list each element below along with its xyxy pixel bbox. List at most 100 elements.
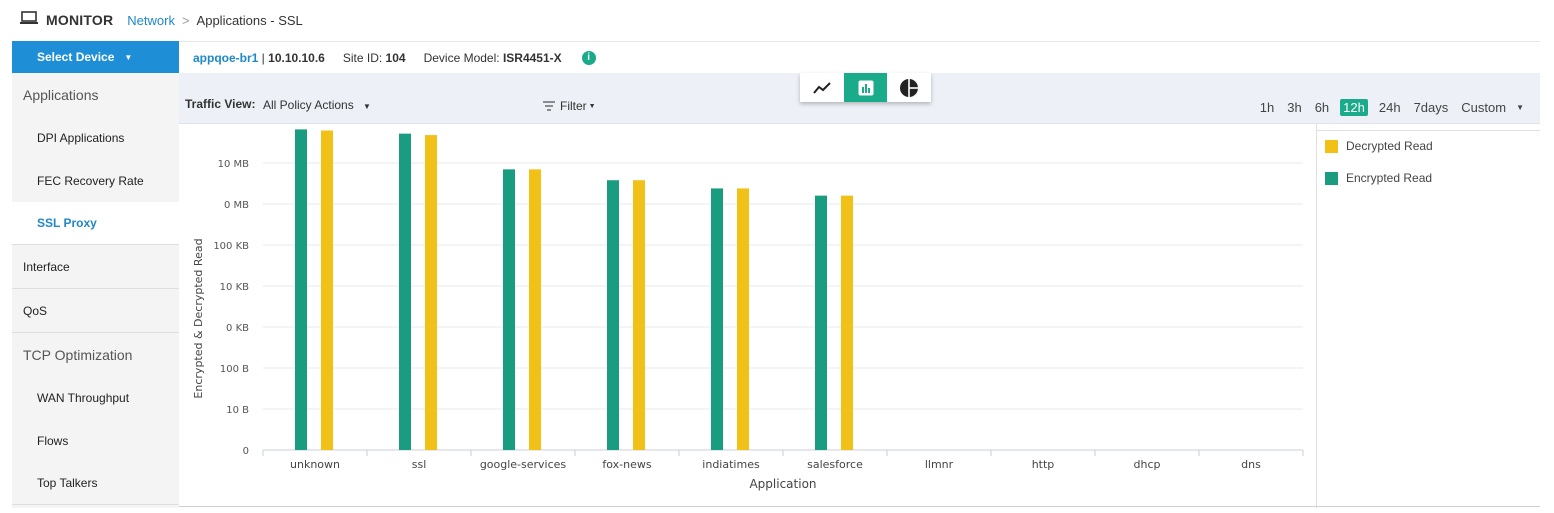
caret-down-icon: ▼	[124, 52, 133, 62]
bar-decrypted-read	[529, 169, 541, 450]
monitor-title: MONITOR	[46, 12, 114, 28]
bar-decrypted-read	[841, 195, 853, 450]
legend-swatch	[1325, 139, 1338, 153]
x-tick-label: salesforce	[807, 458, 863, 471]
time-option-custom[interactable]: Custom	[1461, 100, 1507, 115]
device-separator: |	[258, 50, 269, 65]
sidebar-item-label: DPI Applications	[37, 130, 125, 145]
traffic-view-dropdown[interactable]: All Policy Actions ▼	[263, 98, 371, 112]
filter-label: Filter	[560, 99, 587, 113]
filter-button[interactable]: Filter ▼	[543, 99, 596, 113]
bar-chart-view-button[interactable]	[843, 73, 888, 102]
top-bar: MONITOR Network > Applications - SSL	[0, 0, 1554, 40]
legend-label: Decrypted Read	[1346, 139, 1433, 153]
sidebar-item-ssl-proxy[interactable]: SSL Proxy	[12, 202, 179, 245]
pie-chart-view-button[interactable]	[887, 73, 931, 102]
time-option-1h[interactable]: 1h	[1259, 100, 1275, 115]
sidebar-item-label: TCP Optimization	[23, 346, 133, 363]
legend-divider	[1317, 130, 1540, 131]
bar-encrypted-read	[711, 188, 723, 450]
x-tick-label: fox-news	[602, 458, 651, 471]
sidebar-item-label: Applications	[23, 86, 99, 103]
y-tick-label: 10 MB	[218, 159, 250, 170]
bar-decrypted-read	[425, 135, 437, 451]
bar-chart-icon	[858, 80, 873, 95]
sidebar-item-label: FEC Recovery Rate	[37, 173, 144, 188]
sidebar: Select Device ▼ Applications DPI Applicat…	[12, 41, 179, 508]
select-device-label: Select Device	[37, 50, 115, 64]
bar-decrypted-read	[321, 130, 333, 450]
bar-encrypted-read	[815, 195, 827, 450]
y-tick-label: 100 KB	[213, 241, 249, 252]
y-tick-label: 0 MB	[224, 200, 249, 211]
line-chart-icon	[813, 81, 831, 94]
bar-chart: 0 10 B 100 B 0 KB 10 KB 100 KB 0 MB 10 MB Encryp…	[192, 129, 1304, 491]
device-hostname[interactable]: appqoe-br1	[193, 50, 259, 65]
traffic-view-label: Traffic View:	[185, 97, 256, 111]
x-tick-label: ssl	[412, 458, 427, 471]
x-tick-label: unknown	[290, 458, 340, 471]
y-tick-label: 100 B	[220, 364, 249, 375]
device-info-bar: appqoe-br1 | 10.10.10.6 Site ID: 104 Dev…	[179, 41, 1540, 73]
traffic-control-bar: Traffic View: All Policy Actions ▼ Filte…	[179, 73, 1540, 124]
sidebar-item-label: WAN Throughput	[37, 390, 130, 405]
time-option-24h[interactable]: 24h	[1378, 100, 1401, 115]
breadcrumb-network-link[interactable]: Network	[127, 12, 175, 28]
caret-down-icon: ▼	[1516, 103, 1524, 112]
sidebar-item-top-talkers[interactable]: Top Talkers	[12, 462, 179, 505]
monitor-icon	[20, 11, 38, 24]
time-range-options: 1h 3h 6h 12h 24h 7days Custom ▼	[1249, 99, 1526, 116]
site-id-label: Site ID:	[342, 50, 386, 65]
device-model-value: ISR4451-X	[502, 50, 562, 65]
sidebar-items: Applications DPI Applications FEC Recovery…	[12, 73, 179, 505]
device-ip: 10.10.10.6	[268, 50, 325, 65]
x-axis-title: Application	[749, 477, 816, 491]
bar-decrypted-read	[633, 180, 645, 450]
sidebar-item-label: QoS	[23, 303, 48, 318]
x-tick-label: dns	[1241, 458, 1261, 471]
info-icon[interactable]: i	[581, 50, 596, 65]
select-device-button[interactable]: Select Device ▼	[12, 41, 179, 73]
site-id-value: 104	[385, 50, 406, 65]
sidebar-item-wan-throughput[interactable]: WAN Throughput	[12, 376, 179, 419]
sidebar-item-label: Top Talkers	[37, 476, 98, 490]
bar-encrypted-read	[399, 133, 411, 450]
x-tick-label: dhcp	[1134, 458, 1161, 471]
legend-label: Encrypted Read	[1346, 171, 1433, 185]
sidebar-item-dpi-applications[interactable]: DPI Applications	[12, 116, 179, 159]
bar-encrypted-read	[503, 169, 515, 450]
line-chart-view-button[interactable]	[800, 73, 844, 102]
device-model-label: Device Model:	[423, 50, 503, 65]
y-tick-label: 10 KB	[220, 282, 249, 293]
bar-decrypted-read	[737, 188, 749, 450]
breadcrumb-current: Applications - SSL	[196, 12, 303, 28]
legend-item-decrypted-read[interactable]: Decrypted Read	[1325, 139, 1433, 153]
caret-down-icon: ▼	[588, 102, 596, 110]
chart-view-toggle	[800, 73, 931, 102]
sidebar-item-tcp-optimization[interactable]: TCP Optimization	[12, 333, 179, 376]
time-option-7days[interactable]: 7days	[1413, 100, 1449, 115]
time-option-3h[interactable]: 3h	[1287, 100, 1302, 115]
bar-encrypted-read	[607, 180, 619, 450]
time-option-12h[interactable]: 12h	[1340, 99, 1368, 116]
legend-item-encrypted-read[interactable]: Encrypted Read	[1325, 171, 1432, 185]
sidebar-item-fec-recovery-rate[interactable]: FEC Recovery Rate	[12, 159, 179, 202]
x-tick-label: google-services	[480, 458, 567, 471]
bar-encrypted-read	[295, 129, 307, 451]
y-tick-label: 0 KB	[226, 323, 249, 334]
sidebar-item-label: SSL Proxy	[37, 216, 97, 230]
y-axis-title: Encrypted & Decrypted Read	[192, 238, 205, 398]
sidebar-item-interface[interactable]: Interface	[12, 245, 179, 289]
y-tick-label: 10 B	[226, 405, 249, 416]
sidebar-item-applications[interactable]: Applications	[12, 73, 179, 116]
time-option-6h[interactable]: 6h	[1314, 100, 1330, 115]
sidebar-item-qos[interactable]: QoS	[12, 289, 179, 333]
pie-chart-icon	[900, 78, 919, 97]
chart-legend: Decrypted Read Encrypted Read	[1316, 124, 1540, 508]
sidebar-item-flows[interactable]: Flows	[12, 419, 179, 462]
x-tick-label: llmnr	[925, 458, 954, 471]
breadcrumb-separator: >	[181, 12, 190, 28]
x-tick-label: indiatimes	[702, 458, 760, 471]
y-tick-label: 0	[243, 446, 249, 457]
bottom-divider	[179, 506, 1540, 507]
